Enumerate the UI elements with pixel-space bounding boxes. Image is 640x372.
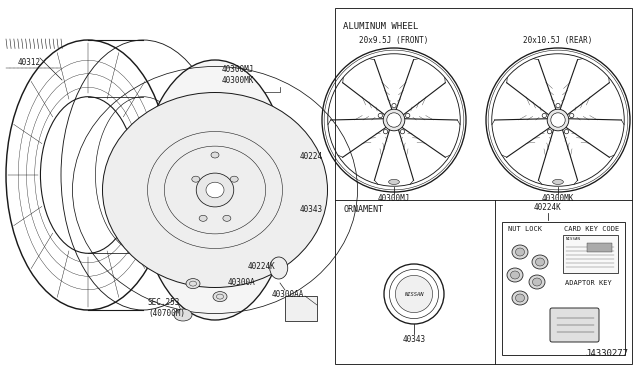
Text: 40343: 40343: [403, 335, 426, 344]
Bar: [335, 8, 632, 364]
Ellipse shape: [529, 275, 545, 289]
FancyBboxPatch shape: [285, 296, 317, 321]
Text: 40300MJ: 40300MJ: [378, 194, 410, 203]
Ellipse shape: [186, 279, 200, 289]
Text: 40300AA: 40300AA: [272, 290, 305, 299]
Ellipse shape: [511, 271, 520, 279]
Circle shape: [564, 129, 568, 134]
Ellipse shape: [532, 278, 541, 286]
Ellipse shape: [213, 292, 227, 302]
Text: CARD KEY CODE: CARD KEY CODE: [564, 226, 620, 232]
Text: NISSAN: NISSAN: [566, 237, 581, 241]
Circle shape: [400, 129, 404, 134]
Text: (40700M): (40700M): [148, 309, 185, 318]
Ellipse shape: [192, 176, 200, 182]
Ellipse shape: [269, 257, 288, 279]
Text: 20x9.5J (FRONT): 20x9.5J (FRONT): [359, 36, 429, 45]
Circle shape: [383, 129, 388, 134]
Circle shape: [406, 113, 410, 118]
Circle shape: [570, 113, 574, 118]
Ellipse shape: [388, 179, 399, 185]
Ellipse shape: [174, 309, 192, 321]
Text: 40300MJ: 40300MJ: [222, 65, 254, 74]
Ellipse shape: [512, 245, 528, 259]
Text: NUT LOCK: NUT LOCK: [508, 226, 542, 232]
Bar: [502, 222, 625, 355]
Text: ALUMINUM WHEEL: ALUMINUM WHEEL: [343, 22, 419, 31]
Text: 40312: 40312: [18, 58, 41, 67]
Text: ORNAMENT: ORNAMENT: [343, 205, 383, 214]
Circle shape: [396, 275, 433, 312]
Ellipse shape: [512, 291, 528, 305]
Circle shape: [378, 113, 383, 118]
Circle shape: [383, 109, 405, 131]
Ellipse shape: [199, 215, 207, 221]
Ellipse shape: [532, 255, 548, 269]
Ellipse shape: [552, 179, 563, 185]
Ellipse shape: [515, 248, 525, 256]
Text: NISSAN: NISSAN: [404, 292, 424, 296]
Circle shape: [551, 113, 565, 127]
Circle shape: [392, 103, 396, 108]
Ellipse shape: [507, 268, 523, 282]
Ellipse shape: [211, 152, 219, 158]
Circle shape: [542, 113, 547, 118]
Ellipse shape: [536, 258, 545, 266]
Text: 40300MK: 40300MK: [222, 76, 254, 85]
Text: 40224K: 40224K: [248, 262, 276, 271]
Text: SEC.253: SEC.253: [148, 298, 180, 307]
Ellipse shape: [140, 60, 290, 320]
Text: 40224: 40224: [300, 152, 323, 161]
Text: 20x10.5J (REAR): 20x10.5J (REAR): [524, 36, 593, 45]
Text: J4330277: J4330277: [585, 349, 628, 358]
Ellipse shape: [102, 93, 328, 288]
Circle shape: [547, 109, 569, 131]
FancyBboxPatch shape: [550, 308, 599, 342]
Text: 40343: 40343: [300, 205, 323, 214]
Bar: [587, 243, 612, 252]
Text: 40224K: 40224K: [534, 203, 562, 212]
Text: 40300MK: 40300MK: [542, 194, 574, 203]
Ellipse shape: [196, 173, 234, 207]
Text: 40300A: 40300A: [228, 278, 256, 287]
Ellipse shape: [223, 215, 231, 221]
Circle shape: [387, 113, 401, 127]
Ellipse shape: [230, 176, 238, 182]
Ellipse shape: [515, 294, 525, 302]
Ellipse shape: [206, 182, 224, 198]
Bar: [563, 235, 618, 273]
Circle shape: [547, 129, 552, 134]
Circle shape: [556, 103, 560, 108]
Text: ADAPTOR KEY: ADAPTOR KEY: [565, 280, 612, 286]
